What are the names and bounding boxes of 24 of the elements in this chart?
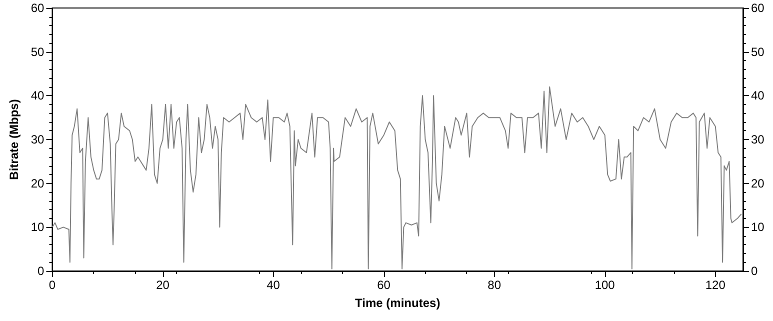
x-tick-label: 0 <box>48 278 56 292</box>
x-tick-label: 20 <box>156 278 170 292</box>
y-tick-label: 0 <box>38 264 45 278</box>
y2-tick-label: 20 <box>751 176 765 190</box>
y-tick-label: 50 <box>30 44 45 59</box>
y2-tick-label: 30 <box>751 132 765 146</box>
y-tick-label: 30 <box>30 132 45 146</box>
y-tick-label: 10 <box>30 220 45 234</box>
y2-tick-label: 60 <box>751 1 765 15</box>
x-axis-title: Time (minutes) <box>355 296 440 310</box>
y2-tick-label: 40 <box>751 88 765 103</box>
y-axis-title: Bitrate (Mbps) <box>7 99 21 180</box>
y-tick-label: 20 <box>30 176 45 190</box>
x-tick-label: 80 <box>488 278 502 292</box>
y2-tick-label: 0 <box>751 264 758 278</box>
x-tick-label: 120 <box>705 278 726 292</box>
line-series <box>52 86 742 270</box>
x-tick-label: 100 <box>594 278 616 292</box>
y-tick-label: 60 <box>30 1 45 15</box>
y2-tick-label: 50 <box>751 44 765 59</box>
y-tick-label: 40 <box>30 88 45 103</box>
x-tick-label: 40 <box>266 278 280 292</box>
x-tick-label: 60 <box>377 278 391 292</box>
y2-tick-label: 10 <box>751 220 765 234</box>
